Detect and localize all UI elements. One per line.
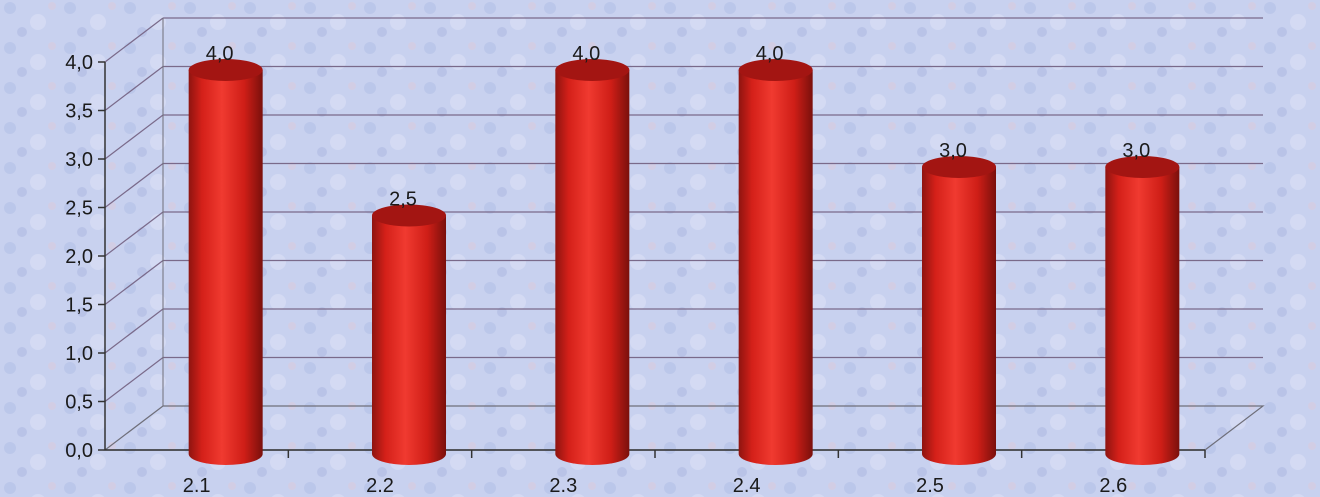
bar [1105,156,1180,465]
bar-top [922,156,996,178]
bar [555,59,630,465]
y-tick-label: 3,5 [65,101,93,123]
gridline-diagonal [104,308,164,354]
y-tick-label: 4,0 [65,52,93,74]
x-tick-label: 2.6 [1099,475,1127,497]
gridline-diagonal [104,260,164,305]
x-tick-label: 2.5 [916,475,944,497]
bar-body [738,70,813,465]
y-tick-label: 0,5 [65,392,93,414]
data-label: 3,0 [939,140,967,162]
axes [98,18,1265,458]
labels: 0,0 0,5 1,0 1,5 2,0 2,5 3,0 3,5 4,0 2.1 4,0 2.2 2,5 2… [65,43,1150,497]
bar-top [555,59,630,81]
y-tick-label: 1,5 [65,295,93,317]
gridline-diagonal [104,66,164,111]
x-tick-label: 2.3 [549,475,577,497]
data-label: 3,0 [1122,140,1150,162]
bar-top [188,59,263,81]
bar-body [188,70,263,465]
data-label: 4,0 [756,43,784,65]
bar-body [555,70,630,465]
gridline-diagonal [104,114,164,160]
gridlines [104,17,1263,402]
bar [922,156,996,465]
x-tick-label: 2.2 [366,475,394,497]
bar [188,59,263,465]
y-tick-label: 3,0 [65,149,93,171]
gridline-diagonal [104,357,164,402]
bar-body [1105,167,1180,465]
bar-top [372,204,446,227]
data-label: 4,0 [206,43,234,65]
bar-body [922,167,996,465]
bar [372,204,446,465]
data-label: 4,0 [572,43,600,65]
gridline-diagonal [104,163,164,208]
gridline-diagonal [104,17,164,63]
bar [738,59,813,465]
y-tick-label: 1,0 [65,343,93,365]
bar-top [738,59,813,81]
bars [188,59,1180,465]
x-tick-label: 2.1 [183,475,211,497]
data-label: 2,5 [389,189,417,211]
x-tick-label: 2.4 [733,475,761,497]
bar-body [372,215,446,465]
y-tick-label: 0,0 [65,440,93,462]
gridline-diagonal [104,211,164,257]
y-tick-label: 2,0 [65,246,93,268]
y-tick-label: 2,5 [65,198,93,220]
bar-top [1105,156,1180,178]
